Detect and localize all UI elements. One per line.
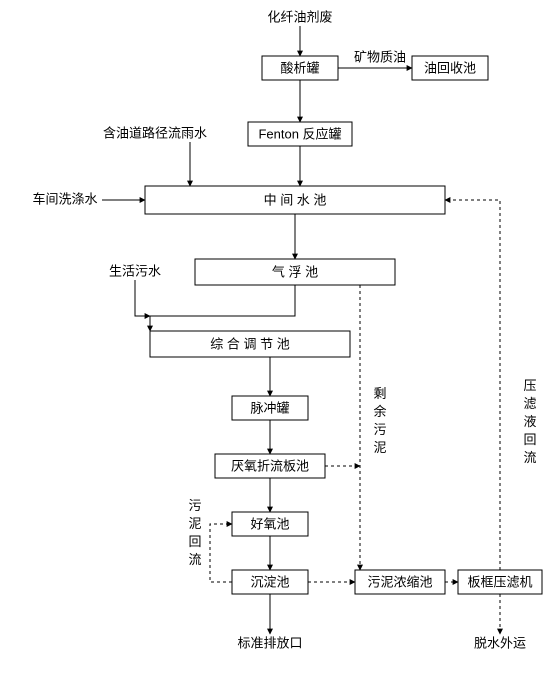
edge-n14-n13	[210, 524, 232, 582]
vlabel-v1-1: 泥	[188, 516, 201, 531]
vlabel-v2-0: 剩	[373, 386, 386, 401]
vlabel-v2-3: 泥	[373, 440, 386, 455]
label-n8: 生活污水	[109, 263, 161, 278]
label-n1: 化纤油剂废	[267, 9, 332, 24]
edge-n9-n10	[150, 285, 295, 331]
vlabel-v1-0: 污	[188, 498, 201, 513]
label-n17: 标准排放口	[237, 635, 302, 650]
vlabel-v1-3: 流	[188, 552, 201, 567]
vlabel-v3-3: 回	[523, 432, 536, 447]
label-n11: 脉冲罐	[250, 400, 289, 415]
label-n15: 污泥浓缩池	[367, 574, 432, 589]
label-n13: 好氧池	[250, 516, 289, 531]
vlabel-v2-2: 污	[373, 422, 386, 437]
vlabel-v3-2: 液	[523, 414, 536, 429]
label-n6: 车间洗涤水	[32, 191, 97, 206]
vlabel-v2-1: 余	[373, 404, 386, 419]
vlabel-v3-1: 滤	[523, 396, 536, 411]
label-n14: 沉淀池	[250, 574, 289, 589]
label-n5: Fenton 反应罐	[258, 126, 341, 141]
label-n3: 油回收池	[424, 60, 476, 75]
label-n2: 酸析罐	[280, 60, 319, 75]
edge-n16-n7	[445, 200, 500, 570]
label-n9: 气 浮 池	[272, 264, 318, 279]
label-n16: 板框压滤机	[467, 574, 532, 589]
label-n10: 综 合 调 节 池	[210, 336, 289, 351]
label-n12: 厌氧折流板池	[231, 458, 309, 473]
label-n18: 脱水外运	[474, 635, 526, 650]
label-n4: 含油道路径流雨水	[103, 125, 207, 140]
label-n7: 中 间 水 池	[264, 192, 327, 207]
vlabel-v3-4: 流	[523, 450, 536, 465]
vlabel-v1-2: 回	[188, 534, 201, 549]
edge-n8-n10d	[135, 280, 150, 316]
vlabel-v3-0: 压	[523, 378, 536, 393]
label-n2a: 矿物质油	[354, 49, 406, 64]
